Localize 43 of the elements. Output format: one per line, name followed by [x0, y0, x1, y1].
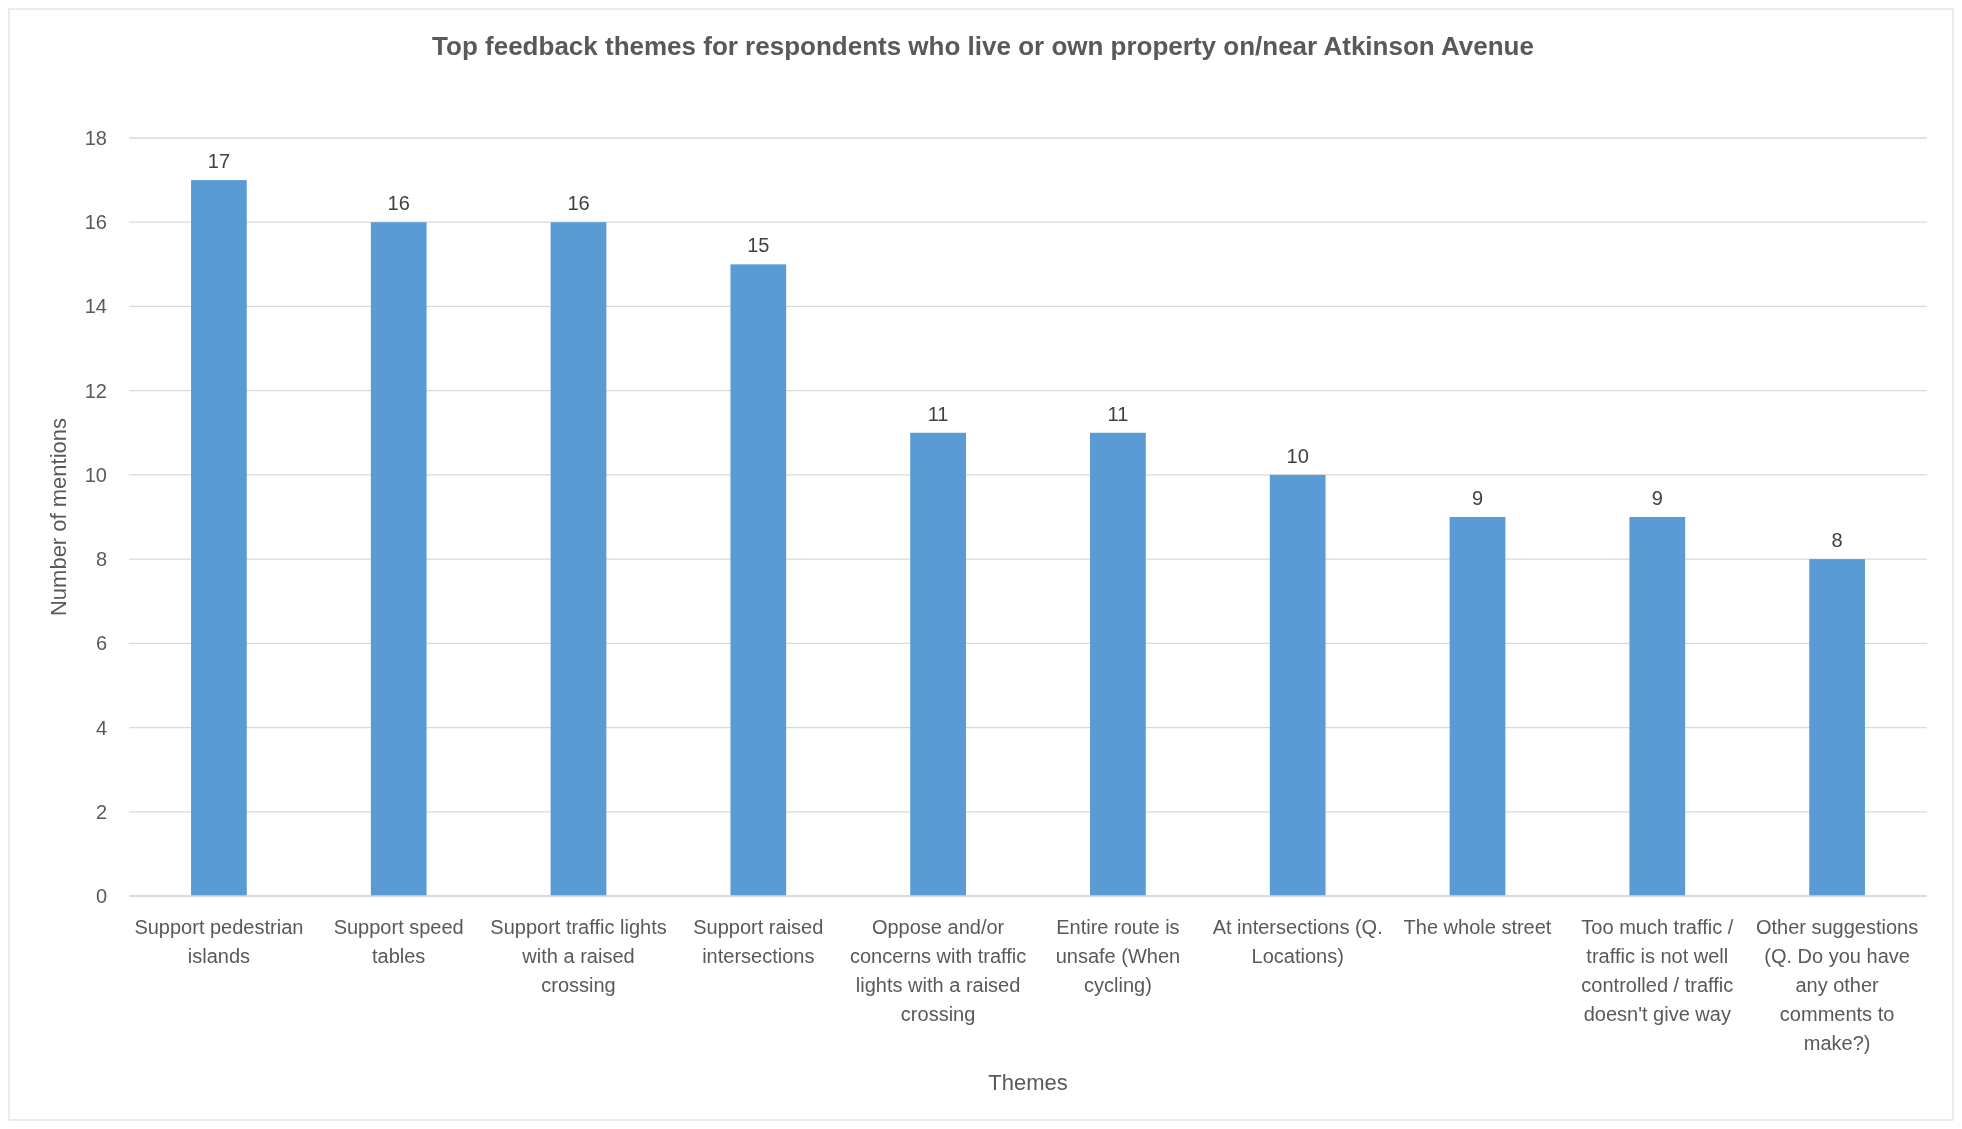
bar — [730, 264, 787, 896]
y-tick-label: 2 — [95, 800, 107, 823]
y-tick-label: 12 — [84, 379, 107, 402]
bar — [550, 222, 607, 896]
x-tick-label: At intersections (Q. Locations) — [1212, 916, 1383, 967]
data-label: 11 — [1107, 402, 1129, 425]
bar — [1809, 559, 1865, 896]
data-label: 9 — [1651, 487, 1663, 509]
x-tick-label: Other suggestions (Q. Do you have any other comments to make?) — [1755, 916, 1919, 1054]
y-tick-label: 14 — [84, 295, 107, 318]
x-tick-label: Entire route is unsafe (When cycling) — [1055, 916, 1181, 996]
data-label: 15 — [747, 234, 770, 257]
x-tick-label: Support speed tables — [333, 916, 464, 967]
data-label: 17 — [207, 150, 231, 173]
y-tick-label: 10 — [84, 463, 107, 486]
data-label: 16 — [387, 192, 410, 215]
y-tick-label: 4 — [95, 716, 107, 739]
data-label: 9 — [1471, 487, 1484, 509]
y-tick-label: 0 — [95, 885, 107, 907]
bar — [1269, 474, 1326, 896]
y-tick-label: 8 — [95, 548, 107, 571]
x-tick-label: Support traffic lights with a raised crossing — [490, 916, 667, 996]
x-tick-label: The whole street — [1403, 916, 1552, 938]
x-axis-title: Themes — [988, 1070, 1068, 1095]
bar — [191, 180, 247, 896]
y-tick-label: 16 — [84, 211, 107, 234]
x-tick-label: Oppose and/or concerns with traffic lights with a raised crossing — [849, 916, 1027, 1025]
bar — [1629, 517, 1686, 896]
bar — [910, 432, 966, 896]
bar — [1090, 432, 1146, 896]
y-tick-label: 6 — [95, 632, 107, 655]
y-tick-label: 18 — [84, 127, 107, 149]
x-tick-label: Support raised intersections — [693, 916, 824, 967]
data-label: 16 — [567, 192, 590, 215]
data-label: 8 — [1831, 529, 1843, 552]
x-tick-label: Too much traffic / traffic is not well controlled / traffic doesn't give way — [1581, 916, 1734, 1025]
data-label: 10 — [1286, 444, 1309, 467]
data-label: 11 — [927, 402, 949, 425]
y-axis-title: Number of mentions — [46, 417, 71, 617]
chart-title: Top feedback themes for respondents who live or own property on/near Atkinson Avenue — [432, 31, 1534, 61]
bar — [1449, 517, 1506, 896]
bar — [370, 222, 427, 896]
x-tick-label: Support pedestrian islands — [134, 916, 304, 967]
